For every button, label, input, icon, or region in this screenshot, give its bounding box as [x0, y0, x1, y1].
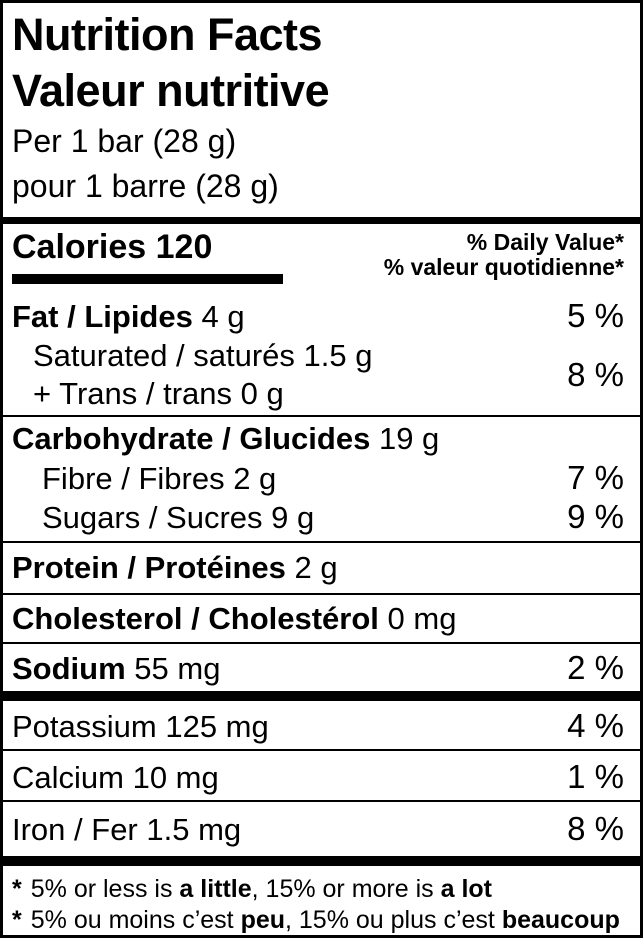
iron-daily-value: 8 %: [567, 810, 624, 847]
row-cholesterol: Cholesterol / Cholestérol 0 mg: [3, 600, 640, 638]
row-calcium: Calcium 10 mg 1 %: [3, 758, 640, 797]
footnote-fr-bold-2: beaucoup: [501, 906, 620, 934]
nutrient-amount: 0 mg: [387, 601, 457, 636]
calcium-daily-value: 1 %: [567, 758, 624, 795]
row-iron: Iron / Fer 1.5 mg 8 %: [3, 810, 640, 849]
saturated-trans-daily-value: 8 %: [567, 356, 624, 393]
potassium-daily-value: 4 %: [567, 707, 624, 744]
calories-underline-bar: [12, 274, 283, 284]
footnote-fr-bold-1: peu: [240, 906, 286, 934]
nutrient-name: Sodium: [12, 651, 126, 686]
cholesterol-label-amount: Cholesterol / Cholestérol 0 mg: [12, 600, 456, 638]
footnote-fr: * 5% ou moins c’est peu, 15% ou plus c’es…: [12, 905, 624, 935]
fibre-daily-value: 7 %: [567, 459, 624, 496]
fat-label-amount: Fat / Lipides 4 g: [12, 297, 245, 337]
sodium-thick-rule: [3, 691, 640, 701]
footnote-thick-rule: [3, 856, 640, 866]
footnote-fr-text-1: 5% ou moins c’est: [30, 906, 241, 934]
footnote-en: * 5% or less is a little, 15% or more is …: [12, 874, 624, 905]
nutrient-name: Fat / Lipides: [12, 299, 193, 334]
protein-section: Protein / Protéines 2 g: [3, 543, 640, 595]
row-potassium: Potassium 125 mg 4 %: [3, 707, 640, 746]
sodium-section: Sodium 55 mg 2 %: [3, 644, 640, 691]
nutrient-name: Protein / Protéines: [12, 550, 286, 585]
carbohydrate-label-amount: Carbohydrate / Glucides 19 g: [12, 419, 439, 459]
calcium-label: Calcium 10 mg: [12, 760, 219, 795]
nutrient-name: Cholesterol / Cholestérol: [12, 601, 379, 636]
iron-label: Iron / Fer 1.5 mg: [12, 812, 242, 847]
row-protein: Protein / Protéines 2 g: [3, 549, 640, 587]
saturated-trans-labels: Saturated / saturés 1.5 g + Trans / tran…: [12, 337, 373, 413]
daily-value-header: % Daily Value* % valeur quotidienne*: [384, 230, 624, 280]
nutrient-amount: 19 g: [378, 421, 440, 456]
calcium-section: Calcium 10 mg 1 %: [3, 751, 640, 802]
calories-text: Calories 120: [3, 224, 640, 268]
potassium-label: Potassium 125 mg: [12, 709, 269, 744]
header-thick-rule: [3, 217, 640, 224]
nutrient-name: Carbohydrate / Glucides: [12, 421, 371, 456]
row-fibre: Fibre / Fibres 2 g 7 %: [3, 459, 640, 498]
label-header: Nutrition Facts Valeur nutritive Per 1 b…: [3, 3, 640, 209]
footnote-en-text-2: , 15% or more is: [251, 875, 441, 903]
row-fat: Fat / Lipides 4 g 5 %: [3, 296, 640, 337]
title-fr: Valeur nutritive: [12, 65, 330, 116]
row-sugars: Sugars / Sucres 9 g 9 %: [3, 498, 640, 537]
footnote-asterisk-fr: *: [12, 906, 22, 934]
carbohydrate-section: Carbohydrate / Glucides 19 g Fibre / Fib…: [3, 417, 640, 543]
sugars-daily-value: 9 %: [567, 498, 624, 535]
iron-section: Iron / Fer 1.5 mg 8 %: [3, 802, 640, 856]
trans-label: + Trans / trans 0 g: [33, 376, 284, 411]
sodium-daily-value: 2 %: [567, 649, 624, 686]
row-saturated-trans: Saturated / saturés 1.5 g + Trans / tran…: [3, 337, 640, 413]
calories-value: 120: [155, 228, 213, 266]
cholesterol-section: Cholesterol / Cholestérol 0 mg: [3, 595, 640, 644]
footnote-en-text-1: 5% or less is: [30, 875, 180, 903]
fat-daily-value: 5 %: [567, 297, 624, 334]
daily-value-header-fr: % valeur quotidienne*: [383, 254, 624, 280]
footnote-en-bold-1: a little: [179, 875, 252, 903]
row-carbohydrate: Carbohydrate / Glucides 19 g: [3, 419, 640, 459]
calories-section: Calories 120 % Daily Value* % valeur quo…: [3, 224, 640, 296]
serving-size-fr: pour 1 barre (28 g): [12, 168, 279, 204]
row-sodium: Sodium 55 mg 2 %: [3, 649, 640, 688]
footnote-section: * 5% or less is a little, 15% or more is …: [3, 866, 640, 935]
footnote-asterisk-en: *: [12, 875, 22, 903]
title-en: Nutrition Facts: [12, 9, 323, 60]
daily-value-header-en: % Daily Value*: [466, 229, 624, 255]
sodium-label-amount: Sodium 55 mg: [12, 650, 220, 688]
footnote-fr-text-2: , 15% ou plus c’est: [285, 906, 502, 934]
nutrient-amount: 55 mg: [134, 651, 221, 686]
footnote-en-bold-2: a lot: [440, 875, 493, 903]
fibre-label: Fibre / Fibres 2 g: [42, 461, 277, 496]
fat-section: Fat / Lipides 4 g 5 % Saturated / saturé…: [3, 296, 640, 417]
nutrient-amount: 4 g: [201, 299, 245, 334]
saturated-label: Saturated / saturés 1.5 g: [33, 338, 373, 373]
calories-label: Calories: [12, 228, 147, 266]
sugars-label: Sugars / Sucres 9 g: [42, 500, 315, 535]
serving-size-en: Per 1 bar (28 g): [12, 123, 237, 159]
protein-label-amount: Protein / Protéines 2 g: [12, 549, 338, 587]
nutrient-amount: 2 g: [294, 550, 338, 585]
potassium-section: Potassium 125 mg 4 %: [3, 701, 640, 751]
